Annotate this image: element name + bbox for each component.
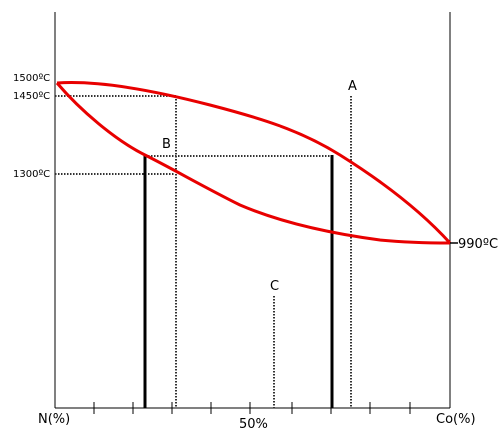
vertical-guides [175,96,352,408]
horizontal-guides [55,95,331,175]
label-1500: 1500ºC [13,73,50,84]
axis-label-middle: 50% [239,417,268,432]
point-label-b: B [162,137,171,152]
label-1300: 1300ºC [13,169,50,180]
point-label-a: A [348,79,357,94]
label-990: 990ºC [458,237,498,252]
axis-label-left: N(%) [38,412,70,427]
axis-ticks [93,402,411,414]
label-1450: 1450ºC [13,91,50,102]
solidus-curve [55,82,451,245]
axis-label-right: Co(%) [436,412,476,427]
point-label-c: C [270,279,279,294]
liquidus-curve [56,81,452,245]
